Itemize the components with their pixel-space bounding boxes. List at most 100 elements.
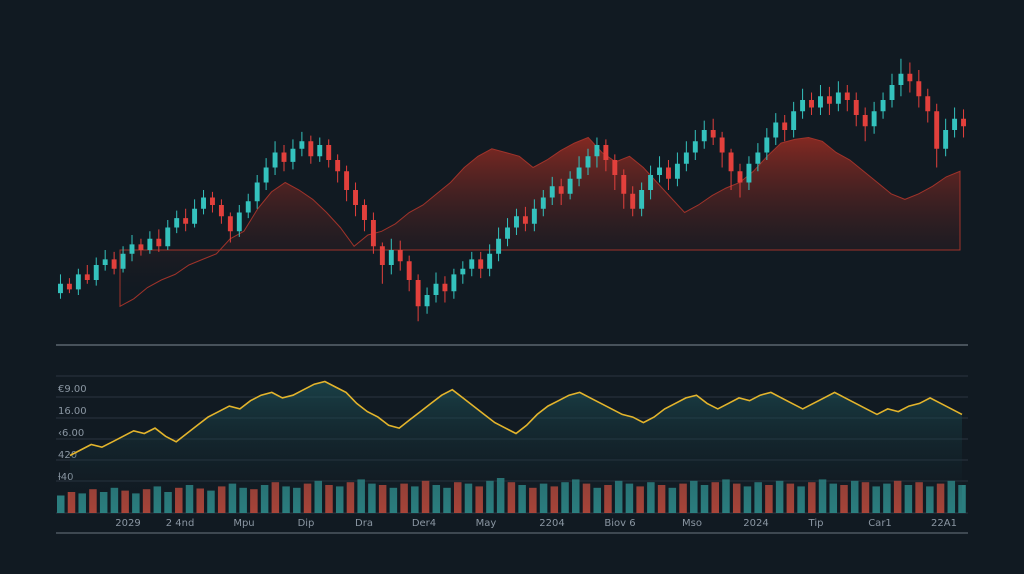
x-tick-label: Mpu <box>233 518 254 529</box>
price-panel <box>58 58 966 322</box>
candle <box>576 156 582 187</box>
candle <box>862 107 868 142</box>
x-tick-label: Mso <box>682 518 702 529</box>
candle <box>263 158 269 190</box>
y-tick-label: 16.00 <box>58 406 87 417</box>
candle <box>236 205 242 237</box>
candle <box>433 272 439 303</box>
candle <box>424 287 430 314</box>
volume-bar <box>57 495 65 513</box>
candle <box>370 212 376 254</box>
x-tick-label: 22A1 <box>931 518 957 529</box>
candle <box>308 135 314 164</box>
candle <box>809 92 814 115</box>
candle <box>415 274 421 322</box>
candle <box>549 176 555 205</box>
candle <box>683 141 689 172</box>
candle <box>522 206 528 232</box>
candle <box>75 268 81 295</box>
y-tick-label: €9.00 <box>58 384 87 395</box>
candle <box>925 88 931 123</box>
candle <box>818 85 823 115</box>
candle <box>648 165 654 200</box>
candle <box>630 186 636 217</box>
candle <box>335 154 341 183</box>
candle <box>853 92 859 127</box>
candle <box>692 130 698 160</box>
candle <box>952 107 958 138</box>
indicator-line <box>69 380 963 457</box>
indicator-panel: €9.00 16.00 ‹6.00 420 ƚ40 2029 2 4nd Mpu Dip Dra D… <box>56 375 968 529</box>
candle <box>469 251 475 277</box>
candle <box>290 139 296 170</box>
candle <box>558 178 564 205</box>
candle <box>666 160 671 190</box>
candle <box>254 175 260 209</box>
candle <box>540 190 546 217</box>
candle <box>889 73 895 108</box>
candle <box>93 257 99 286</box>
candle <box>603 139 609 172</box>
candle <box>898 58 904 97</box>
candle <box>129 235 135 262</box>
candle <box>505 218 510 247</box>
candle <box>442 276 448 303</box>
candle <box>138 238 144 256</box>
candle <box>201 190 206 215</box>
candle <box>281 145 287 172</box>
candle <box>245 193 251 219</box>
candle <box>58 274 63 299</box>
candle <box>210 191 215 213</box>
x-tick-label: 2024 <box>743 518 768 529</box>
x-tick-label: Dra <box>355 518 373 529</box>
candle <box>102 250 108 271</box>
candle <box>719 131 725 168</box>
x-tick-label: Car1 <box>868 518 892 529</box>
candle <box>961 109 966 138</box>
candle <box>594 137 600 168</box>
candle <box>353 182 358 217</box>
candle <box>934 103 940 168</box>
candle <box>871 101 877 134</box>
candle <box>317 137 323 162</box>
candle <box>111 251 117 275</box>
candle <box>737 163 743 198</box>
candle <box>147 231 153 254</box>
candle <box>388 238 394 275</box>
candle <box>844 85 850 112</box>
candle <box>218 199 224 224</box>
x-tick-label: 2029 <box>115 518 140 529</box>
candle <box>835 81 841 112</box>
candle <box>460 261 466 284</box>
candle <box>514 208 519 235</box>
y-tick-label: ‹6.00 <box>58 428 84 439</box>
candle <box>639 182 645 217</box>
candle <box>165 220 171 250</box>
candle <box>755 143 761 172</box>
candle <box>674 152 680 187</box>
candle <box>120 246 126 273</box>
candle <box>531 199 537 232</box>
candle <box>773 113 779 145</box>
candle <box>567 171 573 200</box>
candle <box>496 227 502 262</box>
y-tick-label: 420 <box>58 450 77 461</box>
candle <box>379 242 385 284</box>
candle <box>657 156 662 183</box>
candle <box>907 62 913 93</box>
candle <box>943 118 949 157</box>
candle <box>710 118 716 145</box>
volume-bar <box>958 485 966 513</box>
candle <box>451 268 457 299</box>
x-tick-label: Der4 <box>412 518 436 529</box>
candle <box>585 148 591 175</box>
candle <box>192 199 198 228</box>
area-series <box>119 136 961 308</box>
candle <box>826 86 832 115</box>
candle <box>299 131 305 157</box>
candle <box>782 115 788 142</box>
candle <box>764 128 770 160</box>
line-area <box>70 381 962 513</box>
